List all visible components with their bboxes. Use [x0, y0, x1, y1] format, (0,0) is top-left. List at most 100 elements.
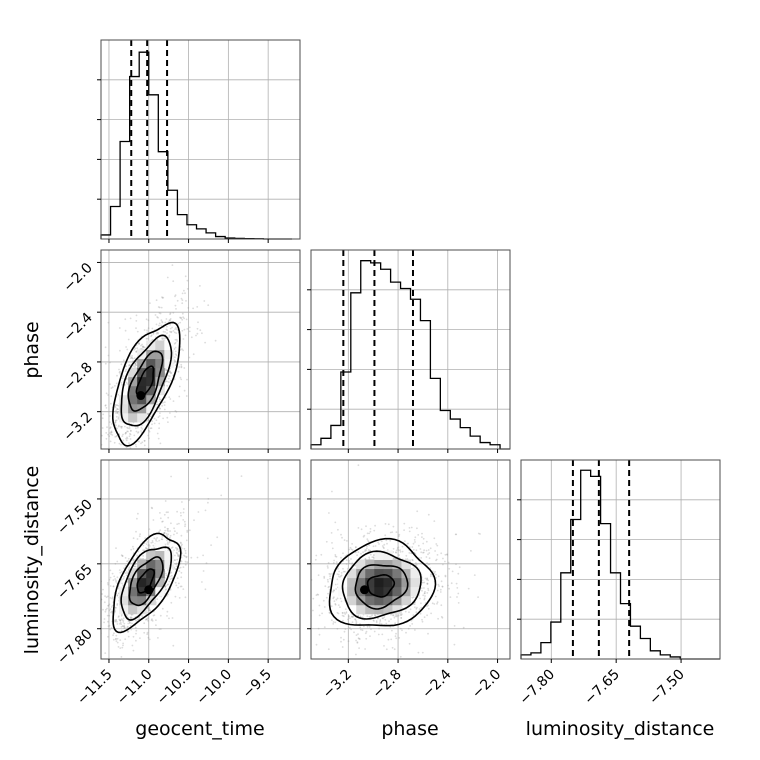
sample-point: [105, 407, 108, 409]
sample-point: [415, 562, 417, 564]
sample-point: [139, 465, 141, 467]
sample-point: [136, 452, 138, 454]
sample-point: [106, 607, 108, 610]
sample-point: [405, 681, 407, 683]
sample-point: [134, 362, 137, 365]
sample-point: [103, 621, 105, 624]
sample-point: [423, 587, 425, 589]
sample-point: [109, 361, 111, 364]
density-block: [401, 559, 411, 570]
tick-labels: −11.5−11.0−10.5−10.0 −9.5 −3.2 −2.8 −2.4 −2.0…: [54, 260, 688, 708]
sample-point: [123, 575, 125, 578]
sample-point: [159, 517, 162, 520]
sample-point: [153, 546, 156, 549]
sample-point: [146, 618, 148, 621]
sample-point: [383, 616, 386, 619]
sample-point: [391, 646, 394, 649]
sample-point: [421, 620, 424, 623]
sample-point: [424, 590, 426, 593]
sample-point: [350, 615, 353, 618]
sample-point: [367, 539, 369, 542]
sample-point: [120, 427, 123, 429]
sample-point: [119, 621, 122, 624]
sample-point: [186, 561, 189, 564]
sample-point: [118, 371, 121, 374]
sample-point: [470, 550, 472, 552]
sample-point: [132, 545, 134, 548]
contour-level-1: [354, 564, 409, 610]
sample-point: [351, 616, 354, 618]
sample-point: [145, 618, 147, 621]
sample-point: [340, 556, 342, 559]
sample-point: [127, 427, 129, 430]
density-block: [374, 550, 384, 560]
sample-point: [132, 548, 135, 550]
sample-point: [160, 319, 163, 322]
sample-point: [103, 458, 105, 460]
density-block: [137, 367, 147, 378]
density-block: [146, 349, 156, 360]
density-block: [410, 577, 421, 588]
sample-point: [176, 553, 179, 556]
sample-point: [130, 628, 133, 631]
sample-point: [169, 379, 172, 382]
sample-point: [166, 329, 169, 331]
sample-point: [365, 525, 367, 528]
sample-point: [184, 525, 186, 528]
sample-point: [167, 545, 170, 548]
sample-point: [425, 556, 428, 558]
sample-point: [122, 617, 125, 620]
sample-point: [107, 321, 110, 324]
density-block: [155, 550, 165, 560]
sample-point: [437, 583, 440, 586]
sample-point: [318, 604, 321, 607]
density-block: [128, 568, 138, 579]
sample-point: [115, 450, 117, 452]
sample-point: [108, 455, 110, 457]
sample-point: [107, 604, 110, 607]
sample-point: [115, 581, 117, 583]
sample-point: [106, 614, 109, 617]
sample-point: [114, 436, 117, 438]
sample-point: [110, 423, 113, 425]
sample-point: [126, 572, 129, 575]
sample-point: [334, 603, 337, 606]
sample-point: [115, 618, 117, 621]
sample-point: [129, 562, 132, 565]
sample-point: [395, 531, 398, 533]
sample-point: [370, 615, 372, 618]
sample-point: [158, 324, 160, 327]
sample-point: [109, 569, 112, 572]
sample-point: [188, 529, 191, 532]
sample-point: [127, 620, 130, 622]
sample-point: [179, 566, 182, 569]
sample-point: [436, 544, 439, 547]
sample-point: [116, 411, 118, 414]
sample-point: [174, 364, 177, 367]
sample-point: [169, 370, 171, 373]
sample-point: [115, 607, 117, 609]
sample-point: [110, 402, 112, 405]
sample-point: [429, 547, 432, 550]
sample-point: [114, 578, 117, 580]
sample-point: [143, 439, 146, 442]
sample-point: [187, 307, 190, 309]
sample-point: [174, 338, 177, 341]
sample-point: [176, 328, 178, 331]
sample-point: [416, 510, 419, 513]
sample-point: [207, 501, 209, 504]
sample-point: [180, 363, 183, 366]
sample-point: [117, 587, 120, 590]
sample-point: [366, 538, 369, 540]
sample-point: [158, 306, 161, 309]
sample-point: [446, 553, 449, 556]
axes-frame: [310, 249, 511, 450]
sample-point: [121, 377, 124, 380]
sample-point: [128, 566, 131, 569]
density-block: [347, 595, 357, 606]
sample-point: [134, 364, 137, 367]
x-tick-label-geocent-time: −10.0: [194, 667, 236, 709]
sample-point: [473, 574, 476, 576]
sample-point: [383, 645, 385, 647]
sample-point: [122, 439, 125, 442]
